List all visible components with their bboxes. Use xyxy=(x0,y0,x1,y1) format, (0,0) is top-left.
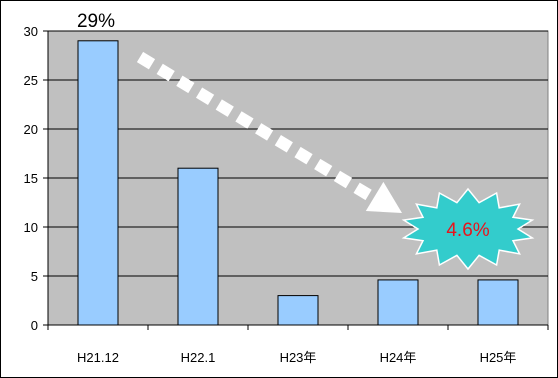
y-tick-label: 15 xyxy=(24,171,38,186)
last-value-burst-label: 4.6% xyxy=(446,220,489,241)
starburst-shape xyxy=(401,187,535,271)
y-tick-label: 20 xyxy=(24,122,38,137)
x-tick-label: H24年 xyxy=(380,350,417,365)
y-tick-label: 25 xyxy=(24,73,38,88)
x-tick-label: H25年 xyxy=(480,350,517,365)
bar-4 xyxy=(377,279,419,326)
y-tick-label: 0 xyxy=(31,318,38,333)
bar-5 xyxy=(477,279,519,326)
bar-1 xyxy=(77,40,119,326)
y-tick-label: 10 xyxy=(24,220,38,235)
x-tick-label: H21.12 xyxy=(77,350,119,365)
y-tick-label: 30 xyxy=(24,24,38,39)
y-tick-label: 5 xyxy=(31,269,38,284)
trend-arrow-head xyxy=(365,181,402,213)
bar-2 xyxy=(177,167,219,326)
x-tick-label: H23年 xyxy=(280,350,317,365)
bar-3 xyxy=(277,295,319,326)
first-value-label: 29% xyxy=(77,11,115,32)
x-tick-label: H22.1 xyxy=(181,350,216,365)
